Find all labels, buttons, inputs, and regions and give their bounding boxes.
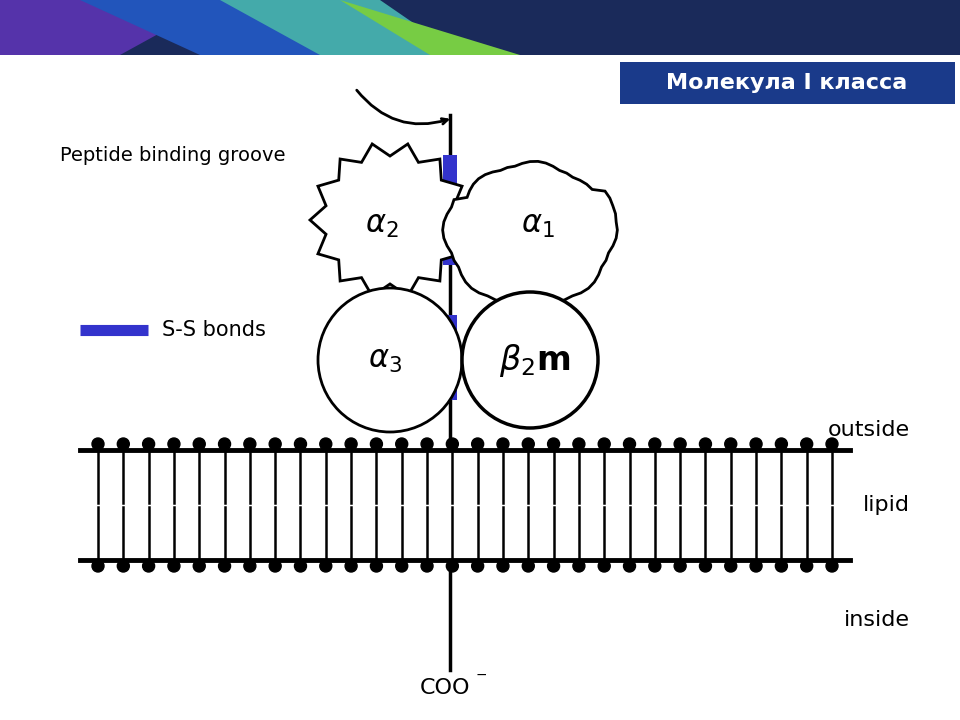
Circle shape — [92, 560, 104, 572]
Text: $\beta_2$m: $\beta_2$m — [499, 341, 570, 379]
Circle shape — [219, 438, 230, 450]
Circle shape — [700, 560, 711, 572]
Circle shape — [269, 560, 281, 572]
Text: Peptide binding groove: Peptide binding groove — [60, 145, 285, 164]
Text: $\alpha_1$: $\alpha_1$ — [521, 210, 555, 240]
Circle shape — [725, 438, 736, 450]
Circle shape — [421, 438, 433, 450]
FancyBboxPatch shape — [0, 0, 960, 55]
Circle shape — [320, 560, 332, 572]
Circle shape — [219, 560, 230, 572]
Text: $\alpha_2$: $\alpha_2$ — [365, 210, 398, 240]
Circle shape — [801, 560, 813, 572]
Circle shape — [421, 560, 433, 572]
Circle shape — [396, 560, 408, 572]
Circle shape — [573, 438, 585, 450]
Circle shape — [168, 438, 180, 450]
Text: $^-$: $^-$ — [472, 670, 488, 690]
Circle shape — [649, 438, 660, 450]
Circle shape — [547, 560, 560, 572]
Circle shape — [244, 560, 256, 572]
Circle shape — [573, 560, 585, 572]
FancyBboxPatch shape — [620, 62, 955, 104]
Circle shape — [168, 560, 180, 572]
Circle shape — [193, 438, 205, 450]
Text: S-S bonds: S-S bonds — [162, 320, 266, 340]
Polygon shape — [0, 0, 220, 55]
Text: lipid: lipid — [863, 495, 910, 515]
Circle shape — [776, 438, 787, 450]
Circle shape — [623, 560, 636, 572]
FancyBboxPatch shape — [443, 315, 457, 400]
Circle shape — [826, 560, 838, 572]
Circle shape — [320, 438, 332, 450]
Circle shape — [598, 560, 611, 572]
Circle shape — [318, 288, 462, 432]
Polygon shape — [310, 144, 470, 296]
Polygon shape — [340, 0, 520, 55]
Circle shape — [117, 560, 130, 572]
Circle shape — [649, 560, 660, 572]
Circle shape — [446, 438, 458, 450]
Circle shape — [269, 438, 281, 450]
Circle shape — [446, 560, 458, 572]
Circle shape — [497, 438, 509, 450]
Circle shape — [700, 438, 711, 450]
FancyBboxPatch shape — [443, 155, 457, 265]
Circle shape — [92, 438, 104, 450]
Circle shape — [371, 438, 382, 450]
Circle shape — [143, 560, 155, 572]
Circle shape — [547, 438, 560, 450]
Circle shape — [371, 560, 382, 572]
Circle shape — [598, 438, 611, 450]
Circle shape — [522, 560, 535, 572]
Circle shape — [471, 438, 484, 450]
Circle shape — [396, 438, 408, 450]
Circle shape — [462, 292, 598, 428]
Circle shape — [345, 438, 357, 450]
Circle shape — [471, 560, 484, 572]
Circle shape — [244, 438, 256, 450]
Circle shape — [674, 560, 686, 572]
Circle shape — [117, 438, 130, 450]
Circle shape — [801, 438, 813, 450]
Circle shape — [193, 560, 205, 572]
Circle shape — [295, 438, 306, 450]
Polygon shape — [80, 0, 350, 55]
Text: Молекула I класса: Молекула I класса — [666, 73, 907, 93]
Circle shape — [522, 438, 535, 450]
Circle shape — [345, 560, 357, 572]
Circle shape — [295, 560, 306, 572]
Circle shape — [674, 438, 686, 450]
Text: COO: COO — [420, 678, 470, 698]
Polygon shape — [220, 0, 460, 55]
Circle shape — [497, 560, 509, 572]
Polygon shape — [443, 161, 617, 308]
Circle shape — [750, 438, 762, 450]
Circle shape — [826, 438, 838, 450]
Circle shape — [725, 560, 736, 572]
Circle shape — [143, 438, 155, 450]
Text: inside: inside — [844, 610, 910, 630]
Circle shape — [750, 560, 762, 572]
Circle shape — [776, 560, 787, 572]
Text: outside: outside — [828, 420, 910, 440]
Text: $\alpha_3$: $\alpha_3$ — [368, 346, 402, 374]
Circle shape — [623, 438, 636, 450]
